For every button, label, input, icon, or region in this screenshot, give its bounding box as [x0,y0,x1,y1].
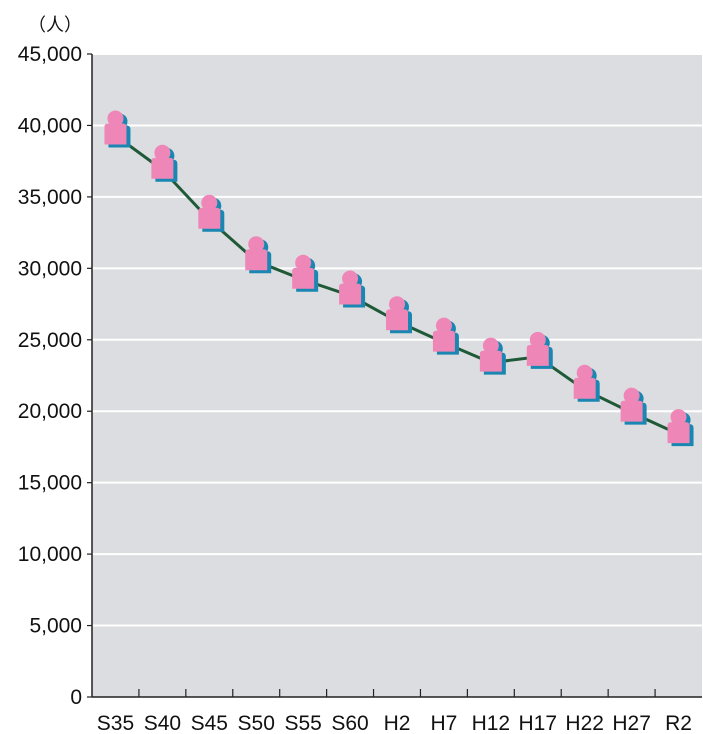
y-tick-label: 10,000 [18,543,82,566]
person-icon-body [668,422,690,443]
person-icon-body [339,283,361,304]
person-icon-body [151,158,173,179]
x-tick-label: S55 [284,712,321,734]
x-tick-label: S35 [97,712,134,734]
y-tick-label: 25,000 [18,329,82,352]
person-icon-body [480,351,502,372]
x-tick-label: H2 [384,712,411,734]
person-icon-body [104,123,126,144]
y-tick-label: 30,000 [18,257,82,280]
x-tick-label: S40 [144,712,181,734]
person-icon-body [433,331,455,352]
x-tick-label: R2 [665,712,692,734]
y-tick-label: 45,000 [18,43,82,66]
x-tick-label: H7 [430,712,457,734]
y-tick-label: 35,000 [18,186,82,209]
person-icon-body [198,208,220,229]
y-unit-label: （人） [28,15,82,36]
x-tick-label: S60 [331,712,368,734]
x-tick-label: H12 [472,712,511,734]
y-tick-label: 15,000 [18,472,82,495]
x-tick-label: S45 [191,712,228,734]
y-axis-ticks: 0 5,000 10,000 15,000 20,000 25,000 30,000 35,0… [18,43,92,709]
person-icon-body [292,268,314,289]
x-tick-label: H17 [519,712,558,734]
person-icon-body [527,345,549,366]
x-tick-label: H22 [565,712,604,734]
person-icon-body [621,401,643,422]
y-tick-label: 0 [70,686,82,709]
y-tick-label: 20,000 [18,400,82,423]
y-tick-label: 5,000 [29,615,82,638]
x-tick-label: H27 [612,712,651,734]
y-tick-label: 40,000 [18,114,82,137]
x-tick-label: S50 [238,712,275,734]
person-icon-body [386,309,408,330]
plot-area [92,54,702,697]
person-icon-body [245,249,267,270]
person-icon-body [574,378,596,399]
